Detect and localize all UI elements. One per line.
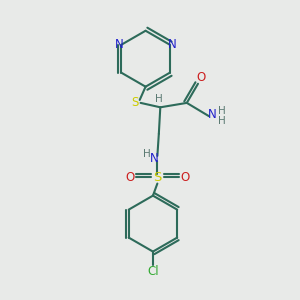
Text: S: S bbox=[153, 171, 161, 184]
Text: Cl: Cl bbox=[147, 265, 159, 278]
Text: O: O bbox=[180, 171, 190, 184]
Text: H: H bbox=[218, 106, 226, 116]
Text: H: H bbox=[155, 94, 163, 104]
Text: N: N bbox=[149, 152, 158, 165]
Text: S: S bbox=[132, 96, 139, 110]
Text: H: H bbox=[218, 116, 226, 126]
Text: N: N bbox=[208, 108, 217, 121]
Text: H: H bbox=[143, 148, 151, 158]
Text: N: N bbox=[115, 38, 123, 51]
Text: O: O bbox=[125, 171, 134, 184]
Text: O: O bbox=[196, 71, 206, 84]
Text: N: N bbox=[168, 38, 176, 51]
